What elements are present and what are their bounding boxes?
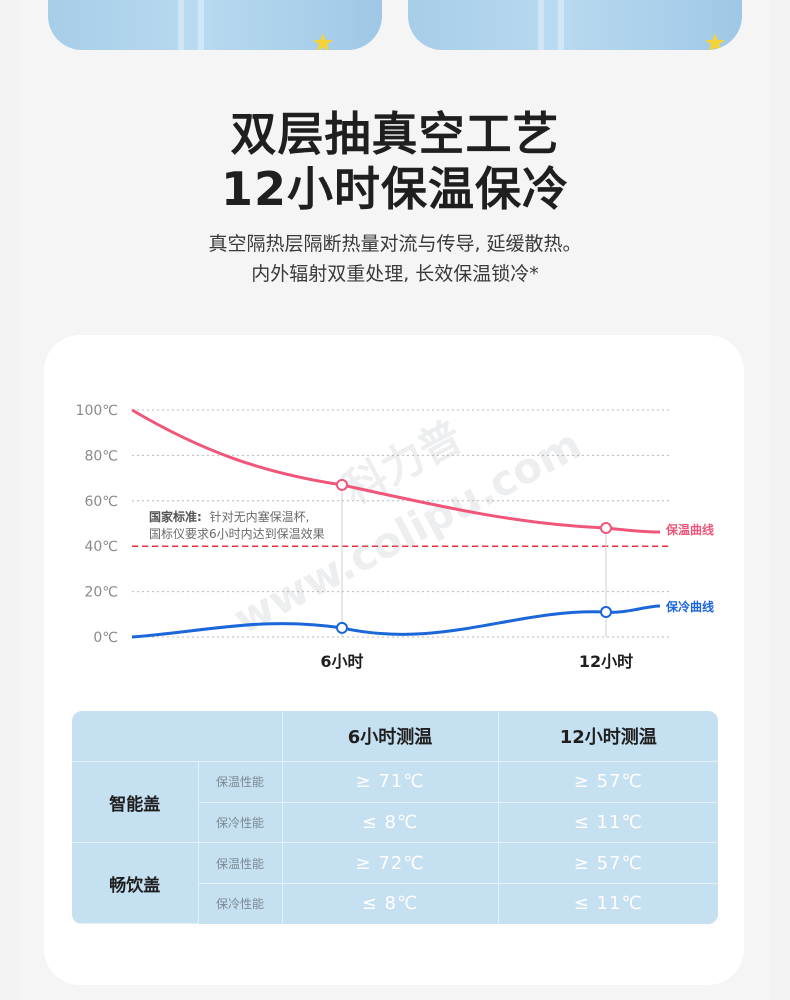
star-icon [705, 33, 725, 50]
subline-line-2: 内外辐射双重处理, 长效保温锁冷* [251, 263, 539, 285]
table-value: ≤ 11℃ [497, 801, 718, 844]
group-label-drink-lid: 畅饮盖 [72, 842, 199, 924]
metric-label: 保冷性能 [197, 801, 283, 844]
table-value: ≤ 11℃ [497, 883, 718, 924]
y-axis-labels: 100℃ 80℃ 60℃ 40℃ 20℃ 0℃ [76, 403, 118, 646]
temperature-chart: 100℃80℃60℃40℃20℃0℃ www.colipu.com 科力普 国家… [76, 403, 714, 671]
table-value: ≤ 8℃ [281, 883, 499, 924]
headline-line-2: 12小时保温保冷 [220, 162, 569, 216]
legend-warm: 保温曲线 [665, 522, 714, 537]
column-header-6h: 6小时测温 [281, 711, 499, 762]
y-tick-label: 0℃ [93, 630, 118, 646]
table-value: ≥ 57℃ [497, 842, 718, 885]
table-value: ≥ 72℃ [281, 842, 499, 885]
column-header-12h: 12小时测温 [497, 711, 718, 762]
table-value: ≤ 8℃ [281, 801, 499, 844]
standard-note-line-2: 国标仪要求6小时内达到保温效果 [149, 526, 325, 541]
standard-note-text-1: 针对无内塞保温杯, [210, 509, 310, 524]
headline-line-1: 双层抽真空工艺 [230, 107, 560, 161]
x-tick-label: 12小时 [579, 652, 633, 671]
group-label-smart-lid: 智能盖 [72, 760, 199, 844]
table-value: ≥ 57℃ [497, 761, 718, 803]
warm-data-point [336, 478, 348, 491]
metric-label: 保冷性能 [197, 883, 283, 924]
cold-series-line [131, 604, 661, 639]
y-tick-label: 100℃ [76, 403, 118, 419]
data-points [336, 478, 612, 634]
x-tick-label: 6小时 [320, 652, 363, 671]
warm-data-point [600, 522, 612, 535]
y-tick-label: 20℃ [84, 585, 118, 601]
y-tick-label: 80℃ [84, 448, 118, 464]
y-tick-label: 40℃ [84, 539, 118, 555]
subline-line-1: 真空隔热层隔断热量对流与传导, 延缓散热。 [208, 233, 582, 255]
product-image-right [408, 0, 742, 50]
metric-label: 保温性能 [197, 842, 283, 885]
table-corner-cell [72, 711, 283, 762]
star-icon [313, 33, 333, 50]
metric-label: 保温性能 [197, 761, 283, 803]
standard-note-title: 国家标准: [149, 509, 202, 524]
table-value: ≥ 71℃ [281, 761, 499, 803]
x-axis-labels: 6小时 12小时 [320, 652, 633, 671]
standard-note-line-1: 国家标准: 针对无内塞保温杯, [149, 509, 309, 524]
y-tick-label: 60℃ [84, 494, 118, 510]
legend-cold: 保冷曲线 [665, 599, 714, 614]
cold-data-point [336, 621, 348, 634]
cold-data-point [600, 606, 612, 619]
warm-series-line [131, 408, 661, 534]
temperature-table: 6小时测温 12小时测温 智能盖 保温性能 ≥ 71℃ ≥ 57℃ 保冷性能 ≤… [72, 711, 718, 924]
product-image-left [48, 0, 382, 50]
